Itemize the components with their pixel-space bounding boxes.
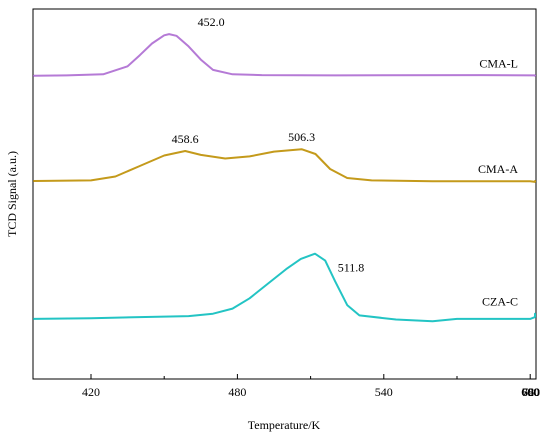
x-tick-label: 480: [228, 385, 246, 399]
x-tick-label: 600: [521, 385, 539, 399]
peak-annotation: 511.8: [338, 261, 365, 275]
series-name-label: CZA-C: [482, 295, 518, 309]
series-name-label: CMA-A: [478, 162, 518, 176]
plot-frame: [32, 8, 537, 380]
x-axis-label: Temperature/K: [248, 418, 321, 432]
peak-annotation: 452.0: [198, 15, 225, 29]
series-line-cma-a: [33, 148, 536, 183]
x-tick-label: 420: [82, 385, 100, 399]
peak-annotation: 458.6: [172, 132, 199, 146]
series-lines: [33, 33, 536, 323]
x-tick-label: 540: [375, 385, 393, 399]
series-labels: CMA-L 452.0 CMA-A 458.6 506.3 CZA-C 511.8: [172, 15, 519, 309]
peak-annotation: 506.3: [288, 130, 315, 144]
y-axis-label: TCD Signal (a.u.): [5, 151, 19, 237]
series-line-cma-l: [33, 33, 536, 77]
series-line-cza-c: [33, 252, 536, 323]
series-name-label: CMA-L: [479, 56, 518, 70]
x-tick-label: 720: [522, 385, 540, 399]
x-tick-label: 660: [522, 385, 540, 399]
x-tick-label: 780: [522, 385, 540, 399]
